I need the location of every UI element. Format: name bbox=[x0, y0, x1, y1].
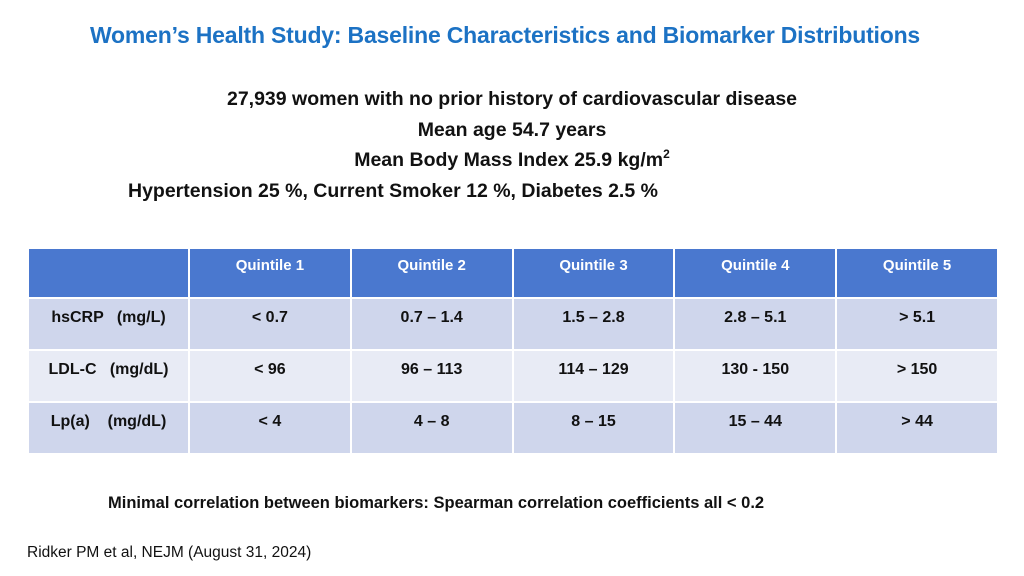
summary-bmi-superscript: 2 bbox=[663, 147, 670, 161]
summary-bmi-text: Mean Body Mass Index 25.9 kg/m bbox=[354, 149, 664, 171]
table-header-row: Quintile 1 Quintile 2 Quintile 3 Quintil… bbox=[29, 249, 999, 299]
header-quintile-4: Quintile 4 bbox=[675, 249, 838, 299]
table-row-hscrp: hsCRP (mg/L) < 0.7 0.7 – 1.4 1.5 – 2.8 2… bbox=[29, 299, 999, 351]
table-cell: 96 – 113 bbox=[351, 351, 514, 403]
summary-risk-factors: Hypertension 25 %, Current Smoker 12 %, … bbox=[128, 179, 658, 202]
header-quintile-5: Quintile 5 bbox=[837, 249, 999, 299]
summary-cohort: 27,939 women with no prior history of ca… bbox=[226, 88, 798, 110]
header-quintile-3: Quintile 3 bbox=[513, 249, 676, 299]
baseline-summary: 27,939 women with no prior history of ca… bbox=[0, 84, 1024, 206]
table-corner-cell bbox=[29, 249, 190, 299]
table-cell: 8 – 15 bbox=[513, 403, 676, 455]
header-quintile-1: Quintile 1 bbox=[190, 249, 352, 299]
table-cell: 0.7 – 1.4 bbox=[351, 299, 514, 351]
correlation-footnote: Minimal correlation between biomarkers: … bbox=[108, 494, 765, 512]
table-cell: > 44 bbox=[837, 403, 999, 455]
row-label-ldl-c: LDL-C (mg/dL) bbox=[29, 351, 190, 403]
table-cell: < 0.7 bbox=[190, 299, 352, 351]
table-row-lpa: Lp(a) (mg/dL) < 4 4 – 8 8 – 15 15 – 44 >… bbox=[29, 403, 999, 455]
table-cell: 4 – 8 bbox=[351, 403, 514, 455]
citation: Ridker PM et al, NEJM (August 31, 2024) bbox=[27, 544, 312, 561]
biomarker-quintile-table: Quintile 1 Quintile 2 Quintile 3 Quintil… bbox=[29, 249, 999, 455]
header-quintile-2: Quintile 2 bbox=[351, 249, 514, 299]
table-row-ldl-c: LDL-C (mg/dL) < 96 96 – 113 114 – 129 13… bbox=[29, 351, 999, 403]
table-cell: < 96 bbox=[190, 351, 352, 403]
table-cell: 114 – 129 bbox=[513, 351, 676, 403]
slide-title: Women’s Health Study: Baseline Character… bbox=[89, 22, 921, 48]
table-cell: > 5.1 bbox=[837, 299, 999, 351]
table-cell: < 4 bbox=[190, 403, 352, 455]
table-cell: 2.8 – 5.1 bbox=[675, 299, 838, 351]
table-cell: > 150 bbox=[837, 351, 999, 403]
summary-bmi: Mean Body Mass Index 25.9 kg/m2 bbox=[0, 145, 1024, 176]
row-label-hscrp: hsCRP (mg/L) bbox=[29, 299, 190, 351]
summary-age: Mean age 54.7 years bbox=[417, 118, 607, 141]
table-cell: 1.5 – 2.8 bbox=[513, 299, 676, 351]
row-label-lpa: Lp(a) (mg/dL) bbox=[29, 403, 190, 455]
table-cell: 15 – 44 bbox=[675, 403, 838, 455]
table-cell: 130 - 150 bbox=[675, 351, 838, 403]
